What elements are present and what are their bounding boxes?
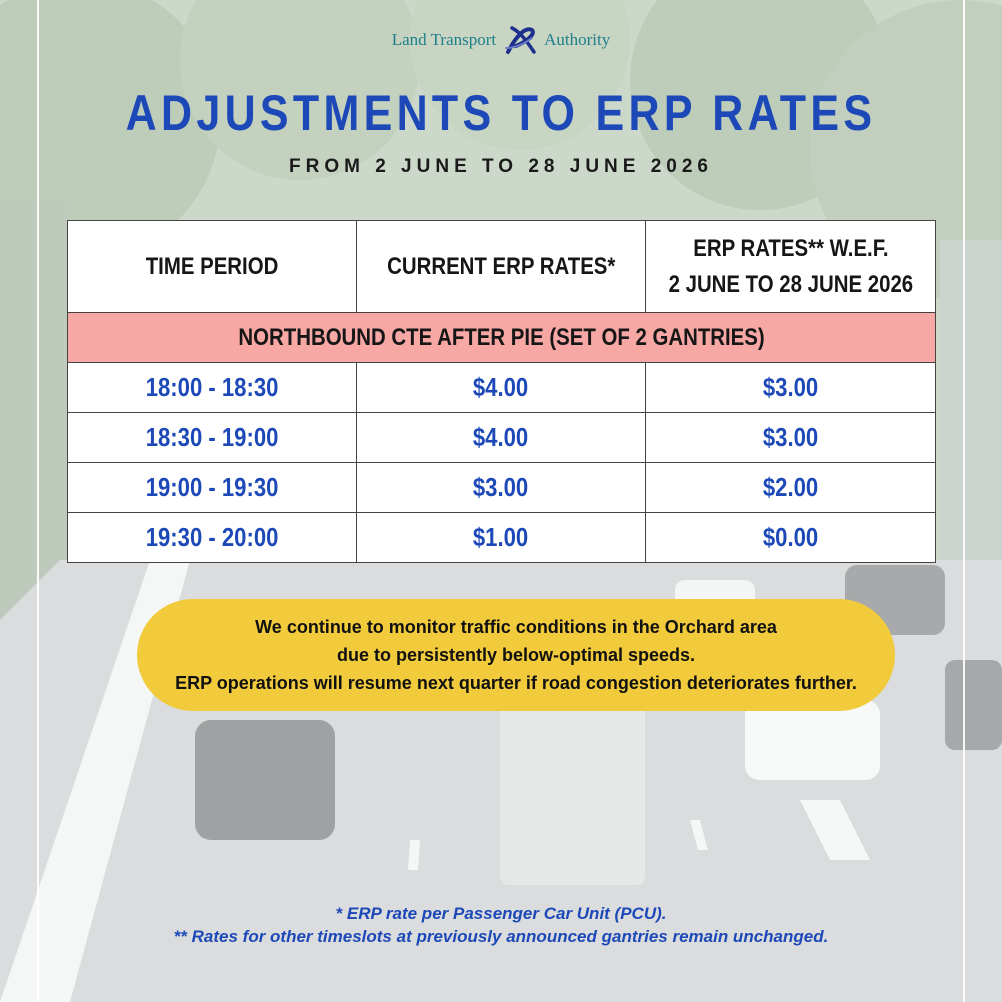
cell-time-period: 18:00 - 18:30 <box>67 362 357 413</box>
header-time-period: TIME PERIOD <box>67 220 357 313</box>
section-row: NORTHBOUND CTE AFTER PIE (SET OF 2 GANTR… <box>67 312 936 363</box>
logo-text-right: Authority <box>544 30 611 49</box>
table-row: 18:00 - 18:30 $4.00 $3.00 <box>67 362 936 413</box>
notice-line-2: due to persistently below-optimal speeds… <box>336 645 696 665</box>
cell-current-rate: $4.00 <box>356 362 646 413</box>
notice-line-1: We continue to monitor traffic condition… <box>255 617 777 637</box>
cell-new-rate: $3.00 <box>645 362 936 413</box>
lta-emblem-icon <box>505 26 536 54</box>
table-row: 19:30 - 20:00 $1.00 $0.00 <box>67 512 936 563</box>
footnote-1: * ERP rate per Passenger Car Unit (PCU). <box>335 904 667 923</box>
header-new-rates-line1: ERP RATES** W.E.F. <box>692 234 889 262</box>
footnotes: * ERP rate per Passenger Car Unit (PCU).… <box>0 902 1002 948</box>
table-row: 19:00 - 19:30 $3.00 $2.00 <box>67 462 936 513</box>
header-new-rates: ERP RATES** W.E.F. 2 JUNE TO 28 JUNE 202… <box>645 220 936 313</box>
cell-new-rate: $3.00 <box>645 412 936 463</box>
page-subtitle: FROM 2 JUNE TO 28 JUNE 2026 <box>289 156 713 177</box>
erp-rates-table: TIME PERIOD CURRENT ERP RATES* ERP RATES… <box>67 220 936 563</box>
cell-current-rate: $1.00 <box>356 512 646 563</box>
cell-new-rate: $2.00 <box>645 462 936 513</box>
traffic-notice: We continue to monitor traffic condition… <box>137 599 895 711</box>
cell-new-rate: $0.00 <box>645 512 936 563</box>
header-current-rates: CURRENT ERP RATES* <box>356 220 646 313</box>
section-label: NORTHBOUND CTE AFTER PIE (SET OF 2 GANTR… <box>67 312 936 363</box>
cell-current-rate: $3.00 <box>356 462 646 513</box>
table-header-row: TIME PERIOD CURRENT ERP RATES* ERP RATES… <box>67 220 936 313</box>
header-new-rates-line2: 2 JUNE TO 28 JUNE 2026 <box>668 270 913 298</box>
cell-time-period: 18:30 - 19:00 <box>67 412 357 463</box>
lta-logo: Land Transport Authority <box>0 22 1002 58</box>
footnote-2: ** Rates for other timeslots at previous… <box>173 927 829 946</box>
table-row: 18:30 - 19:00 $4.00 $3.00 <box>67 412 936 463</box>
logo-text-left: Land Transport <box>391 30 497 49</box>
notice-line-3: ERP operations will resume next quarter … <box>175 673 857 693</box>
page-title: ADJUSTMENTS TO ERP RATES <box>125 85 877 141</box>
cell-current-rate: $4.00 <box>356 412 646 463</box>
cell-time-period: 19:30 - 20:00 <box>67 512 357 563</box>
cell-time-period: 19:00 - 19:30 <box>67 462 357 513</box>
